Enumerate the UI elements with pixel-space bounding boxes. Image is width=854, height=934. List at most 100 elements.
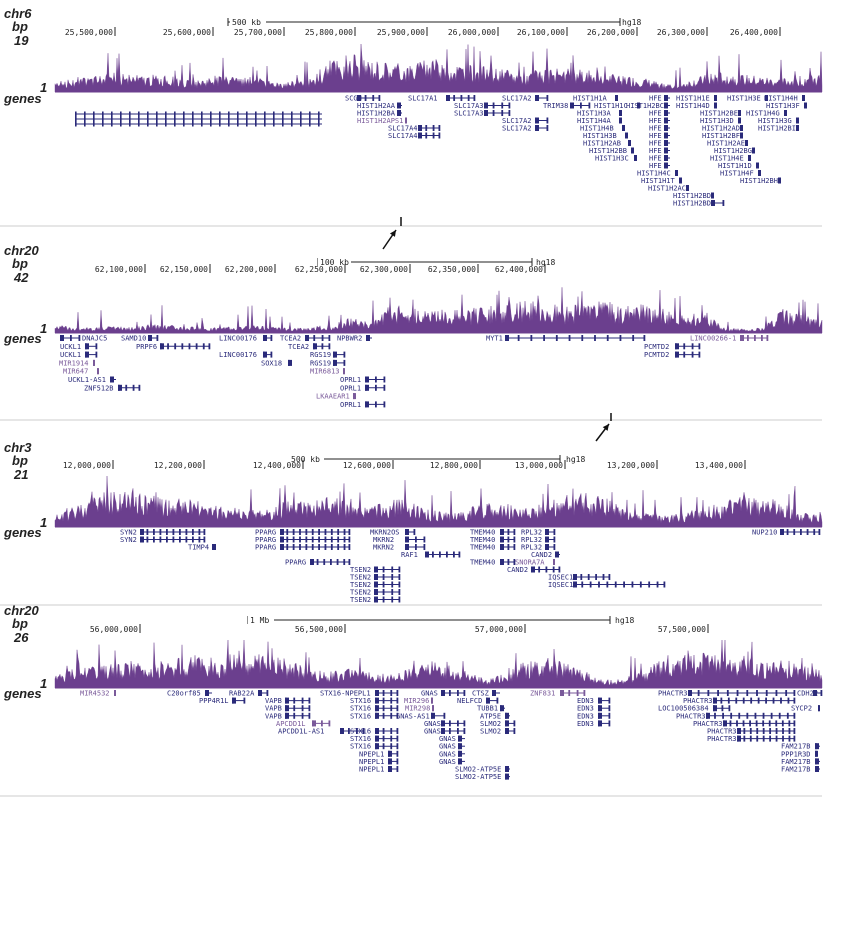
- gene-label: FAM217B: [781, 743, 811, 751]
- exon: [356, 728, 358, 734]
- gene-uckl1: UCKL1: [60, 343, 98, 351]
- exon: [815, 766, 819, 772]
- exon: [156, 111, 158, 117]
- gene-label: PRPF6: [136, 343, 157, 351]
- tick-label: 12,800,000: [430, 461, 478, 470]
- exon: [449, 720, 451, 727]
- gene-label: UCKL1: [60, 351, 81, 359]
- exon: [746, 712, 749, 719]
- exon: [125, 384, 128, 391]
- exon: [546, 117, 549, 124]
- exon: [219, 116, 221, 122]
- gene-label: TUBB1: [477, 705, 498, 713]
- gene-pparg: PPARG: [285, 559, 351, 567]
- exon: [270, 335, 273, 341]
- exon: [756, 735, 759, 742]
- exon: [343, 544, 346, 550]
- exon: [212, 544, 216, 550]
- exon: [637, 102, 640, 109]
- exon: [535, 95, 539, 101]
- exon: [788, 728, 791, 734]
- gene-apcdd1l: APCDD1L: [276, 720, 331, 728]
- exon: [608, 697, 611, 704]
- gene-hist1h2ac: HIST1H2AC: [648, 185, 689, 193]
- exon: [813, 529, 816, 535]
- exon: [484, 102, 488, 109]
- exon: [405, 544, 409, 550]
- exon: [159, 536, 162, 543]
- exon: [382, 728, 385, 734]
- exon: [793, 735, 796, 742]
- exon: [754, 335, 756, 341]
- exon: [580, 102, 582, 109]
- exon: [192, 529, 194, 535]
- gene-label: PHACTR3: [683, 697, 713, 705]
- exon: [775, 728, 778, 734]
- signal-track: [54, 43, 823, 93]
- gene-hist1h2bf: HIST1H2BF: [702, 132, 743, 140]
- exon: [93, 111, 95, 117]
- exon: [736, 690, 739, 696]
- gene-cand2: CAND2: [507, 566, 561, 574]
- chrom-label: chr20: [4, 243, 39, 258]
- exon: [146, 536, 149, 543]
- exon: [165, 116, 167, 122]
- exon: [432, 705, 434, 712]
- exon: [784, 110, 787, 116]
- exon: [110, 376, 114, 383]
- exon: [473, 95, 476, 101]
- exon: [722, 200, 725, 206]
- gene-tsen2: TSEN2: [350, 596, 401, 604]
- exon: [443, 712, 446, 719]
- exon: [740, 335, 744, 341]
- exon: [120, 121, 122, 127]
- exon: [775, 690, 778, 696]
- exon: [390, 697, 393, 704]
- exon: [382, 690, 385, 696]
- exon: [418, 132, 422, 139]
- gene-label: SLMO2-ATP5E: [455, 766, 501, 774]
- exon: [507, 536, 510, 543]
- exon: [793, 728, 796, 734]
- exon: [698, 351, 701, 358]
- gene-vapb: VAPB: [265, 697, 311, 705]
- exon: [818, 529, 821, 535]
- exon: [745, 140, 748, 146]
- exon: [309, 111, 311, 117]
- exon: [505, 766, 509, 772]
- exon: [531, 566, 535, 573]
- assembly-label: hg18: [566, 455, 585, 464]
- tick-label: 26,100,000: [517, 28, 565, 37]
- exon: [643, 335, 646, 341]
- signal-max-label: 26: [13, 630, 29, 645]
- gene-label: HIST1H3E: [727, 95, 761, 103]
- exon: [246, 116, 248, 122]
- exon: [663, 581, 666, 588]
- exon: [619, 110, 622, 116]
- gene-label: HIST1H1A: [573, 95, 608, 103]
- exon: [683, 343, 686, 350]
- exon: [167, 343, 169, 350]
- exon: [365, 384, 369, 391]
- gene-label: PPP1R3D: [781, 750, 811, 758]
- exon: [513, 720, 516, 727]
- exon: [348, 529, 351, 535]
- exon: [714, 102, 717, 109]
- exon: [580, 574, 583, 580]
- exon: [318, 116, 320, 122]
- gene-label: HIST1H3F: [766, 102, 800, 110]
- exon: [364, 95, 367, 101]
- gene-phactr3: PHACTR3: [683, 697, 796, 705]
- gene-hist1h1e: HIST1H1E: [676, 95, 717, 103]
- exon: [405, 536, 409, 543]
- gene-label: TSEN2: [350, 566, 371, 574]
- exon: [372, 95, 375, 101]
- exon: [299, 536, 301, 543]
- scale-label: 100 kb: [320, 258, 349, 267]
- exon: [804, 102, 807, 109]
- exon: [496, 697, 499, 704]
- exon: [793, 720, 796, 727]
- exon: [210, 121, 212, 127]
